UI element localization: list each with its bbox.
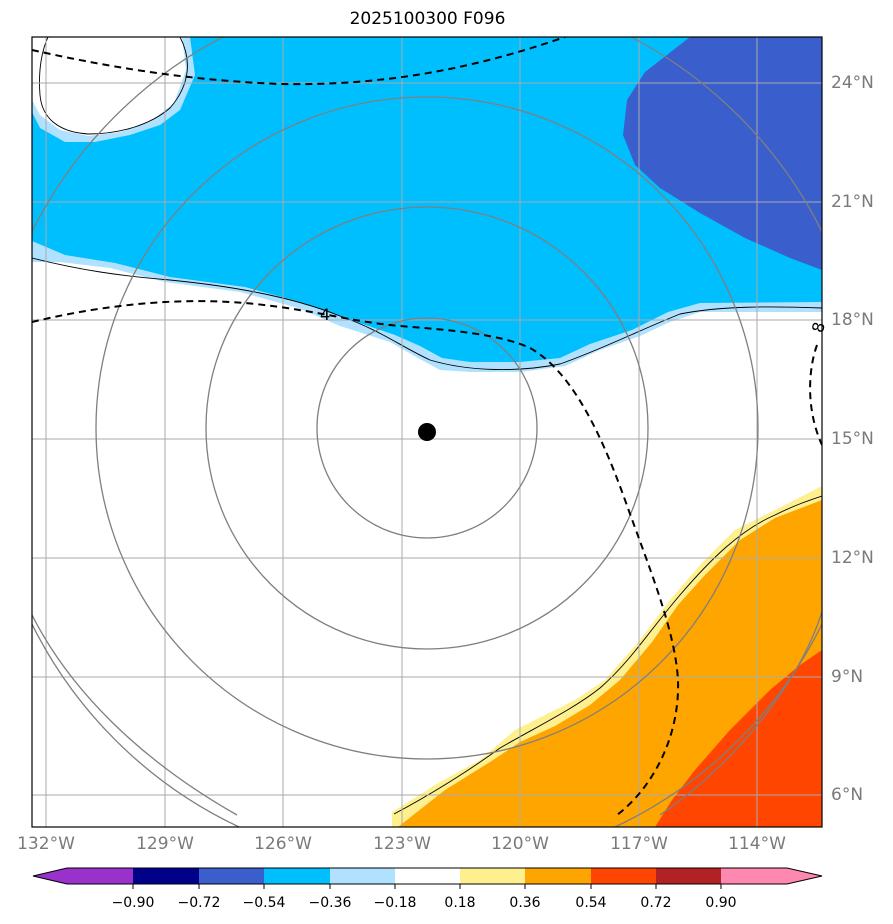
lon-label-117w: 117°W [610,834,668,854]
lat-label-6n: 6°N [831,785,864,805]
colorbar-segment-10 [656,868,721,884]
colorbar-segment-9 [591,868,656,884]
map-plot-area [32,37,822,827]
colorbar-segment-8 [525,868,591,884]
colorbar-extend-low [33,868,67,884]
colorbar-tick-label: 0.36 [509,895,541,911]
dashed-contours [32,37,822,816]
range-ring-2 [205,206,649,650]
lon-label-126w: 126°W [254,834,312,854]
contour-label-4: 4 [320,305,330,324]
colorbar [32,867,823,889]
dashed-contour-8 [809,344,822,446]
dashed-contour-4 [32,300,680,816]
lat-label-21n: 21°N [831,192,874,212]
neutral-island-core [32,37,186,136]
colorbar-tick-label: −0.18 [373,895,417,911]
colorbar-tick-label: −0.72 [177,895,221,911]
range-ring-5-arc [32,614,238,816]
colorbar-segment-1 [67,868,133,884]
contour-label-8: 8 [808,320,829,335]
lon-label-114w: 114°W [728,834,786,854]
range-ring-3 [95,96,759,760]
colorbar-tick-label: −0.90 [111,895,155,911]
colorbar-frame [32,867,823,885]
storm-center-marker [418,423,436,441]
strong-negative-region [623,37,822,270]
colorbar-segment-7 [460,868,525,884]
colorbar-tick-label: 0.72 [640,895,672,911]
colorbar-tick-label: 0.18 [444,895,476,911]
colorbar-segment-5 [330,868,395,884]
colorbar-segment-2 [133,868,199,884]
zero-contour-north [32,257,822,370]
lon-label-129w: 129°W [136,834,194,854]
lat-label-15n: 15°N [831,429,874,449]
lon-label-123w: 123°W [373,834,431,854]
range-rings [32,37,822,827]
colorbar-segment-11 [721,868,787,884]
colorbar-tick-label: 0.54 [575,895,607,911]
dashed-contour-top [32,37,566,86]
lon-label-132w: 132°W [17,834,75,854]
colorbar-segment-4 [264,868,330,884]
range-ring-5-arc-right [659,611,822,816]
lat-label-18n: 18°N [831,310,874,330]
colorbar-tick-label: −0.54 [242,895,286,911]
lat-label-12n: 12°N [831,548,874,568]
colorbar-segment-6 [395,868,460,884]
plot-frame [31,36,823,828]
colorbar-tick-label: −0.36 [308,895,352,911]
colorbar-extend-high [787,868,822,884]
lat-label-9n: 9°N [831,667,864,687]
lat-label-24n: 24°N [831,73,874,93]
zero-contour-south [393,495,822,815]
range-ring-1 [316,317,538,539]
positive-region [398,500,822,827]
colorbar-segment-3 [199,868,264,884]
lon-label-120w: 120°W [491,834,549,854]
negative-region [32,37,822,362]
colorbar-tick-label: 0.90 [705,895,737,911]
map-title: 2025100300 F096 [349,9,506,29]
